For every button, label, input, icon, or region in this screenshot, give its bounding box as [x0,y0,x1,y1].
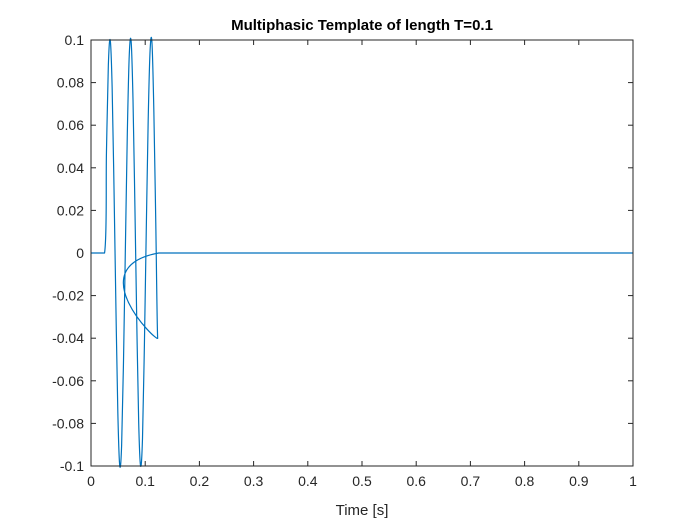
y-tick-label: 0.02 [57,202,84,218]
x-tick-label: 0 [87,473,95,489]
series-layer [91,36,633,468]
x-tick-label: 0.3 [244,473,264,489]
x-tick-label: 0.6 [406,473,426,489]
y-tick-label: -0.02 [52,288,84,304]
x-axis-label: Time [s] [336,502,389,519]
x-tick-label: 0.9 [569,473,589,489]
x-tick-label: 0.8 [515,473,535,489]
y-tick-label: 0.08 [57,75,84,91]
x-tick-labels: 0 0.1 0.2 0.3 0.4 0.5 0.6 0.7 0.8 0.9 1 [87,473,637,489]
x-tick-label: 0.1 [135,473,155,489]
x-tick-label: 1 [629,473,637,489]
chart-title: Multiphasic Template of length T=0.1 [231,17,493,34]
x-tick-label: 0.5 [352,473,372,489]
y-tick-label: -0.06 [52,373,84,389]
x-tick-label: 0.2 [190,473,210,489]
x-tick-label: 0.4 [298,473,318,489]
y-tick-label: 0.1 [65,32,85,48]
y-tick-label: -0.08 [52,415,84,431]
x-tick-label: 0.7 [461,473,481,489]
y-tick-labels: -0.1 -0.08 -0.06 -0.04 -0.02 0 0.02 0.04 0.06 0.0… [52,32,84,474]
axes-box [90,39,634,467]
y-tick-label: -0.04 [52,330,84,346]
y-tick-label: 0.06 [57,117,84,133]
y-tick-label: 0 [76,245,84,261]
series-line [91,36,633,468]
y-tick-label: -0.1 [60,458,84,474]
y-tick-label: 0.04 [57,160,84,176]
